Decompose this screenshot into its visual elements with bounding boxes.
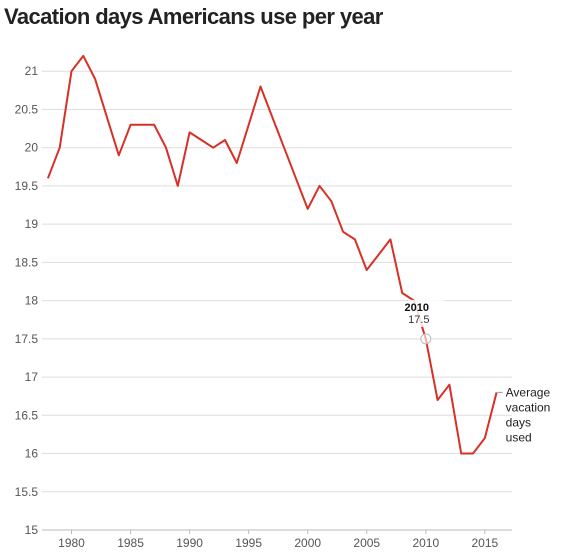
y-tick-label: 19 xyxy=(25,217,39,231)
y-tick-label: 18.5 xyxy=(15,255,39,269)
x-tick-label: 2010 xyxy=(412,536,439,550)
y-tick-label: 17 xyxy=(25,370,39,384)
x-tick-label: 1985 xyxy=(117,536,144,550)
tooltip-background xyxy=(407,299,444,327)
annotation-text-line: days xyxy=(506,415,531,429)
y-tick-label: 16.5 xyxy=(15,408,39,422)
y-tick-label: 19.5 xyxy=(15,179,39,193)
x-tick-label: 2000 xyxy=(294,536,321,550)
series-line xyxy=(46,54,498,455)
x-tick-label: 1995 xyxy=(235,536,262,550)
grid-layer xyxy=(42,70,512,534)
y-axis-tick-labels: 15 15.5 16 16.5 17 17.5 18 18.5 19 19.5 20 20.5 21 xyxy=(15,64,39,537)
x-tick-label: 1980 xyxy=(58,536,85,550)
y-tick-label: 21 xyxy=(25,64,39,78)
tooltip-value: 17.5 xyxy=(408,314,429,326)
x-tick-label: 2015 xyxy=(471,536,498,550)
chart-title: Vacation days Americans use per year xyxy=(4,4,383,29)
annotation-text-line: Average xyxy=(506,385,551,399)
y-tick-label: 16 xyxy=(25,447,39,461)
y-tick-label: 15.5 xyxy=(15,485,39,499)
x-tick-label: 1990 xyxy=(176,536,203,550)
annotation-text-line: vacation xyxy=(506,400,551,414)
hover-point-marker xyxy=(420,333,432,345)
data-tooltip: 2010 17.5 xyxy=(405,299,444,345)
y-tick-label: 20 xyxy=(25,141,39,155)
y-tick-label: 18 xyxy=(25,294,39,308)
annotation-text-line: used xyxy=(506,430,532,444)
y-tick-label: 17.5 xyxy=(15,332,39,346)
x-tick-label: 2005 xyxy=(353,536,380,550)
y-tick-label: 20.5 xyxy=(15,102,39,116)
y-tick-label: 15 xyxy=(25,523,39,537)
x-axis-tick-labels: 1980 1985 1990 1995 2000 2005 2010 2015 xyxy=(58,536,498,550)
tooltip-year: 2010 xyxy=(405,302,429,314)
